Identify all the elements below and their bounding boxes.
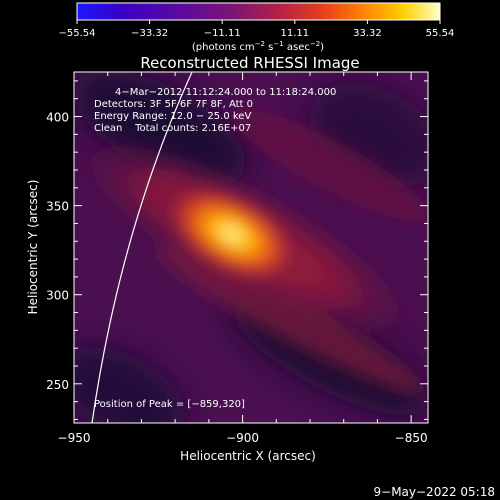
colorbar-tick-label: −11.11 xyxy=(204,28,241,39)
annotation-time-range: 4−Mar−2012 11:12:24.000 to 11:18:24.000 xyxy=(115,87,336,98)
plot-frame xyxy=(73,71,429,424)
y-axis-label: Heliocentric Y (arcsec) xyxy=(26,180,40,315)
colorbar-tick-label: 55.54 xyxy=(426,28,455,39)
heatmap-lower-ridge xyxy=(157,247,423,393)
solar-limb-line xyxy=(91,72,193,423)
chart-title: Reconstructed RHESSI Image xyxy=(140,54,359,72)
colorbar-gradient xyxy=(76,2,441,21)
colorbar-tick-label: 33.32 xyxy=(353,28,382,39)
x-axis: −950−900−850−800 xyxy=(58,72,428,445)
heatmap-source-peak xyxy=(163,184,301,284)
y-tick-label: 350 xyxy=(46,200,69,214)
y-axis: 400 350 300 250 xyxy=(46,80,428,420)
y-tick-label: 400 xyxy=(46,111,69,125)
footer-date: 9−May−2022 05:18 xyxy=(374,485,496,499)
colorbar-tick-label: −33.32 xyxy=(131,28,168,39)
heatmap-dark-lobe-lower-left xyxy=(74,346,185,423)
x-tick-label: −900 xyxy=(226,431,259,445)
y-tick-label: 300 xyxy=(46,289,69,303)
annotation-energy-range: Energy Range: 12.0 − 25.0 keV xyxy=(94,111,251,122)
colorbar-tick-label: −55.54 xyxy=(58,28,95,39)
colorbar-tick-label: 11.11 xyxy=(280,28,309,39)
colorbar-ticks: −55.54 −33.32 −11.11 11.11 33.32 55.54 xyxy=(58,20,454,39)
x-tick-label: −950 xyxy=(58,431,91,445)
annotation-peak-position: Position of Peak = [−859,320] xyxy=(94,399,245,410)
colorbar-units: (photons cm−2 s−1 asec−2) xyxy=(192,40,324,53)
heatmap-upper-ridge xyxy=(232,109,428,221)
colorbar: −55.54 −33.32 −11.11 11.11 33.32 55.54 (photo… xyxy=(58,2,454,53)
x-tick-label: −850 xyxy=(395,431,428,445)
y-tick-label: 250 xyxy=(46,378,69,392)
annotation-clean-counts: Clean Total counts: 2.16E+07 xyxy=(94,123,251,134)
annotation-detectors: Detectors: 3F 5F 6F 7F 8F, Att 0 xyxy=(94,99,253,110)
plot-annotations: 4−Mar−2012 11:12:24.000 to 11:18:24.000 … xyxy=(94,87,336,410)
heatmap-image xyxy=(74,72,428,423)
x-axis-label: Heliocentric X (arcsec) xyxy=(180,449,316,463)
